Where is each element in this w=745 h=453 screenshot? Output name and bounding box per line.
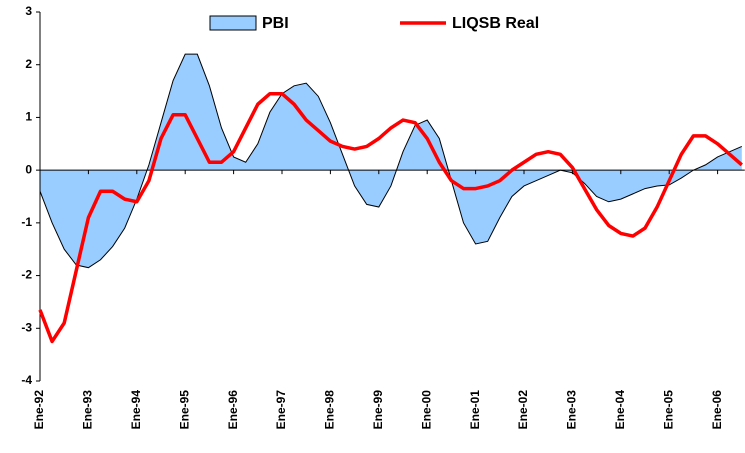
x-tick-label: Ene-04 <box>613 390 627 430</box>
x-tick-label: Ene-02 <box>516 390 530 430</box>
x-tick-label: Ene-00 <box>419 390 433 430</box>
x-tick-label: Ene-94 <box>129 390 143 430</box>
legend-label: LIQSB Real <box>452 15 539 32</box>
x-tick-label: Ene-98 <box>323 390 337 430</box>
legend-swatch <box>209 15 257 31</box>
y-tick-label: -3 <box>21 320 32 334</box>
y-tick-label: -2 <box>21 268 32 282</box>
line <box>38 91 743 344</box>
y-tick-label: -1 <box>21 215 32 229</box>
x-tick-label: Ene-96 <box>226 390 240 430</box>
y-tick-label: 0 <box>25 162 32 176</box>
x-tick-label: Ene-95 <box>177 390 191 430</box>
y-tick-label: -4 <box>21 373 32 387</box>
area-outline <box>39 53 742 269</box>
x-tick-label: Ene-99 <box>371 390 385 430</box>
x-tick-label: Ene-03 <box>565 390 579 430</box>
x-tick-label: Ene-92 <box>32 390 46 430</box>
x-tick-label: Ene-05 <box>661 390 675 430</box>
y-tick-label: 3 <box>25 4 32 18</box>
x-tick-label: Ene-93 <box>81 390 95 430</box>
legend-label: PBI <box>262 15 289 32</box>
x-tick-label: Ene-06 <box>710 390 724 430</box>
y-tick-label: 2 <box>25 57 32 71</box>
x-tick-label: Ene-97 <box>274 390 288 430</box>
x-tick-label: Ene-01 <box>468 390 482 430</box>
y-tick-label: 1 <box>25 110 32 124</box>
